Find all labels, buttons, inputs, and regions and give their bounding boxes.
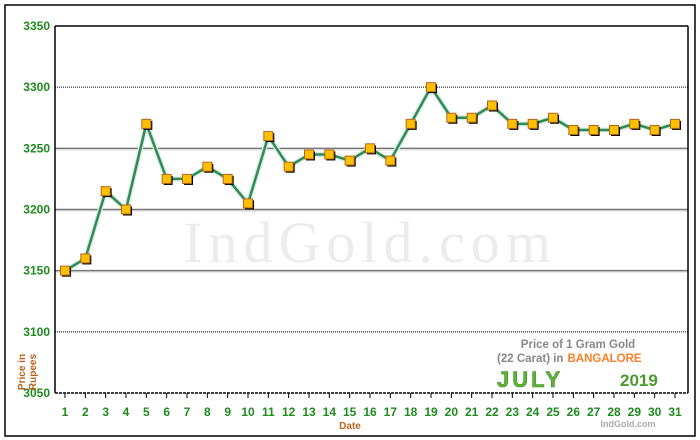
data-point <box>426 82 436 93</box>
x-tick-label: 23 <box>506 405 520 419</box>
x-tick-label: 29 <box>628 405 642 419</box>
data-point <box>487 100 497 111</box>
x-tick-label: 18 <box>404 405 418 419</box>
legend-month: JULY <box>497 367 563 392</box>
data-point <box>121 204 131 215</box>
data-point <box>60 265 70 276</box>
legend-city: BANGALORE <box>567 353 641 365</box>
data-point <box>609 124 619 135</box>
y-tick-label: 3350 <box>23 19 50 33</box>
x-tick-label: 10 <box>241 405 255 419</box>
data-point <box>80 253 91 264</box>
y-axis-label-line1: Price in <box>17 354 28 390</box>
credit: IndGold.com <box>601 419 656 429</box>
data-point <box>527 118 538 129</box>
data-point <box>385 155 396 166</box>
data-point <box>243 198 253 209</box>
x-tick-label: 26 <box>567 405 581 419</box>
x-tick-label: 19 <box>424 405 438 419</box>
y-tick-label: 3250 <box>23 141 50 155</box>
data-point <box>446 112 457 123</box>
x-tick-label: 13 <box>302 405 316 419</box>
x-tick-label: 16 <box>363 405 377 419</box>
data-point <box>548 112 558 123</box>
data-point <box>283 161 294 172</box>
x-tick-label: 17 <box>384 405 398 419</box>
data-point <box>324 149 335 160</box>
x-tick-label: 20 <box>445 405 459 419</box>
x-tick-label: 11 <box>262 405 275 419</box>
y-tick-label: 3200 <box>23 203 50 217</box>
x-tick-label: 8 <box>204 405 211 419</box>
y-tick-label: 3150 <box>23 264 50 278</box>
x-tick-label: 22 <box>485 405 499 419</box>
data-point <box>629 118 640 129</box>
x-tick-label: 2 <box>82 405 89 419</box>
data-point <box>507 118 518 129</box>
y-axis-label-line2: Rupees <box>28 354 39 391</box>
x-tick-label: 9 <box>224 405 231 419</box>
data-point <box>202 161 213 172</box>
data-point <box>182 173 192 184</box>
y-tick-label: 3050 <box>23 386 50 400</box>
x-tick-label: 5 <box>143 405 150 419</box>
y-tick-label: 3300 <box>23 80 50 94</box>
x-tick-label: 7 <box>184 405 191 419</box>
data-point <box>263 131 274 142</box>
x-tick-label: 27 <box>587 405 601 419</box>
x-tick-label: 25 <box>546 405 560 419</box>
x-tick-label: 14 <box>323 405 337 419</box>
chart-frame <box>4 4 696 437</box>
x-tick-label: 3 <box>102 405 109 419</box>
data-point <box>670 118 680 129</box>
data-point <box>222 173 233 184</box>
legend-box: Price of 1 Gram Gold (22 Carat) in BANGAL… <box>497 339 658 392</box>
x-tick-label: 21 <box>465 405 479 419</box>
data-point <box>588 124 599 135</box>
x-tick-label: 31 <box>668 405 682 419</box>
data-point <box>344 155 355 166</box>
data-point <box>405 118 416 129</box>
data-point <box>141 118 152 129</box>
data-point <box>100 186 111 197</box>
data-point <box>568 124 579 135</box>
legend-line1: Price of 1 Gram Gold <box>521 339 635 351</box>
x-tick-label: 28 <box>607 405 621 419</box>
data-point <box>649 124 660 135</box>
x-tick-label: 12 <box>282 405 296 419</box>
legend-line2: (22 Carat) in BANGALORE <box>497 353 642 365</box>
x-tick-label: 15 <box>343 405 357 419</box>
x-tick-label: 6 <box>163 405 170 419</box>
legend-line2-prefix: (22 Carat) in <box>497 353 563 365</box>
x-tick-label: 24 <box>526 405 540 419</box>
legend-year: 2019 <box>620 371 658 390</box>
x-tick-label: 4 <box>123 405 130 419</box>
x-tick-label: 1 <box>62 405 69 419</box>
data-point <box>304 149 314 160</box>
y-tick-label: 3100 <box>23 325 50 339</box>
data-point <box>365 143 375 154</box>
watermark: IndGold.com <box>183 210 557 275</box>
x-tick-label: 30 <box>648 405 662 419</box>
x-axis-label: Date <box>339 421 361 432</box>
data-point <box>466 112 477 123</box>
data-point <box>161 173 172 184</box>
y-axis-label: Price inRupees <box>17 354 39 391</box>
